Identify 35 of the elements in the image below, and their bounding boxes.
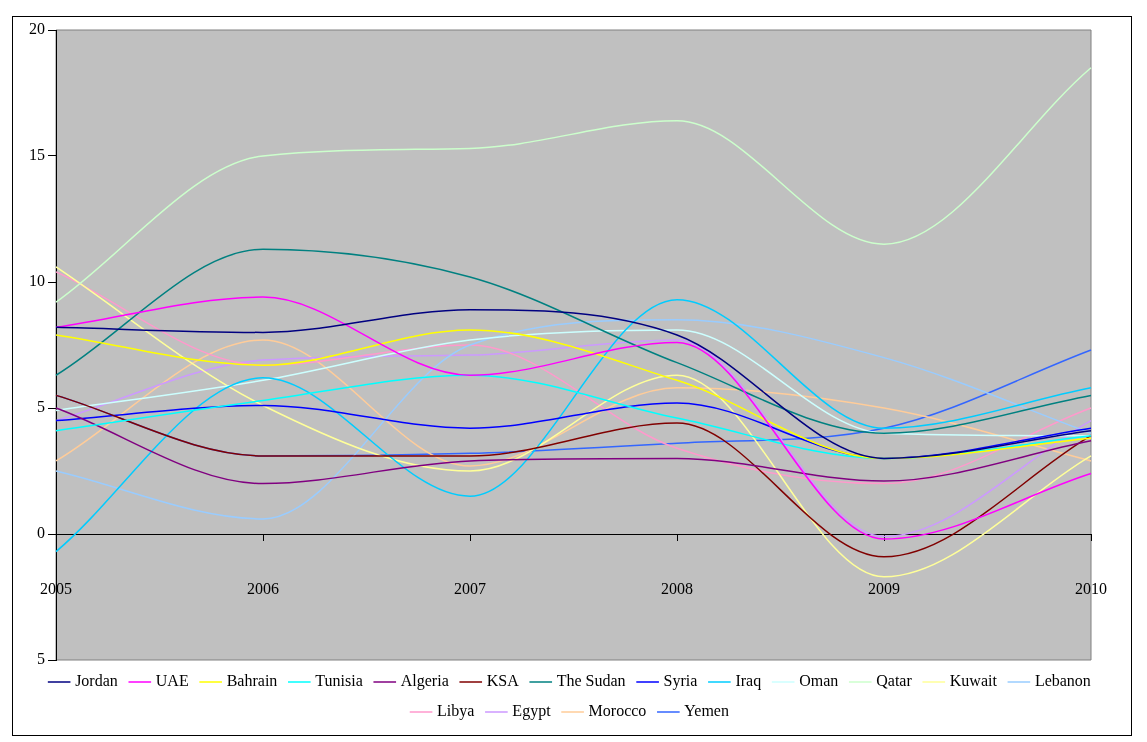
line-series [55, 407, 1092, 485]
y-tick-label: 5 [37, 650, 45, 668]
x-tick-label: 2007 [454, 579, 486, 597]
y-tick-label: 15 [29, 146, 45, 164]
legend-label: Libya [437, 702, 475, 721]
line-series [55, 271, 1092, 485]
legend-label: Jordan [75, 672, 118, 690]
legend-label: Morocco [588, 702, 647, 720]
legend-label: Qatar [876, 672, 913, 690]
legend-label: Bahrain [226, 672, 278, 690]
y-tick-label: 5 [37, 398, 45, 416]
legend-label: Syria [663, 672, 698, 691]
legend-label: The Sudan [556, 672, 626, 690]
y-tick-label: 20 [29, 20, 45, 38]
legend-label: Tunisia [315, 672, 363, 690]
line-series [55, 319, 1092, 520]
legend-label: Algeria [400, 672, 449, 691]
legend-label: KSA [486, 672, 520, 690]
legend-label: Yemen [684, 702, 729, 720]
y-tick-label: 10 [29, 272, 45, 290]
x-tick-label: 2008 [661, 579, 693, 597]
legend-label: UAE [155, 672, 189, 690]
x-tick-label: 2009 [868, 579, 900, 597]
legend-label: Kuwait [949, 672, 998, 690]
legend-label: Oman [799, 672, 839, 690]
legend-label: Egypt [512, 702, 552, 721]
y-tick-label: 0 [37, 524, 45, 542]
line-series [55, 67, 1092, 303]
legend-label: Iraq [735, 672, 762, 691]
line-series [55, 402, 1092, 460]
line-series [55, 374, 1092, 460]
legend-label: Lebanon [1034, 672, 1091, 690]
x-tick-label: 2006 [247, 579, 279, 597]
x-tick-label: 2010 [1075, 579, 1107, 597]
line-series [55, 248, 1092, 434]
